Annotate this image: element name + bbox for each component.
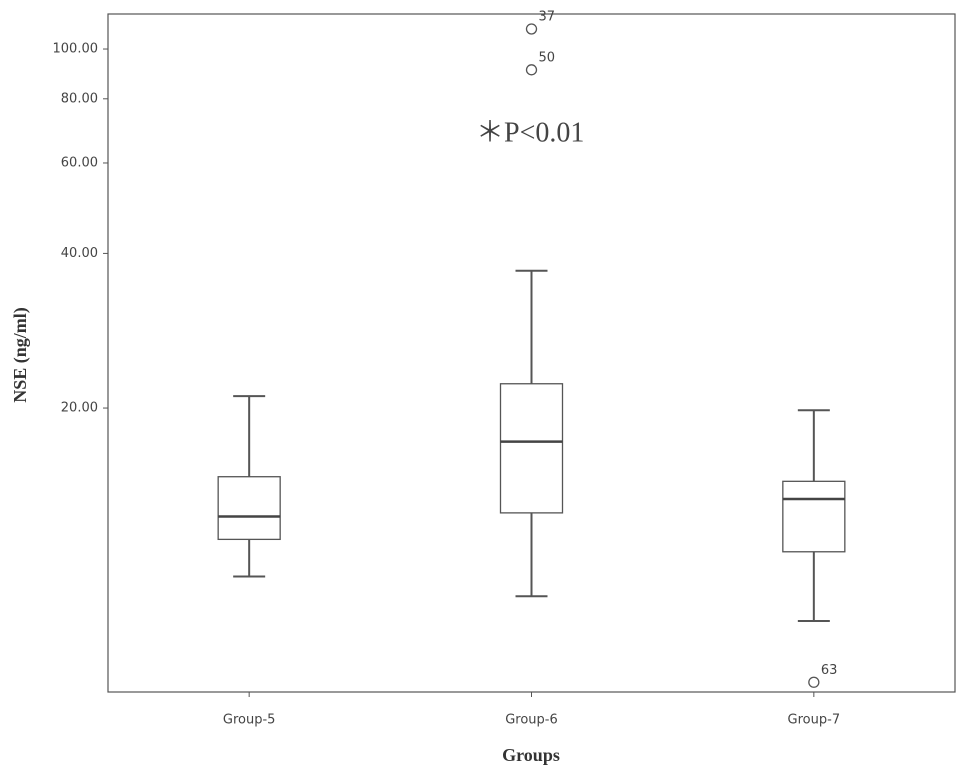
outlier-label: 63	[821, 663, 838, 678]
x-tick-label: Group-7	[788, 713, 841, 728]
y-tick-label: 60.00	[61, 155, 98, 170]
x-tick-label: Group-5	[223, 713, 276, 728]
x-tick-label: Group-6	[505, 713, 558, 728]
x-axis-title: Groups	[502, 745, 560, 765]
y-tick-label: 20.00	[61, 401, 98, 416]
y-tick-label: 100.00	[53, 42, 99, 57]
box	[499, 383, 564, 514]
outlier	[525, 64, 538, 76]
outlier-label: 37	[539, 9, 556, 24]
y-axis-title: NSE (ng/ml)	[10, 307, 31, 403]
outlier	[808, 676, 820, 688]
annotation: ＊P<0.01	[476, 117, 584, 148]
box	[782, 480, 846, 553]
y-tick-label: 40.00	[61, 246, 98, 261]
y-tick-label: 80.00	[61, 91, 98, 106]
box	[217, 476, 281, 541]
outlier-label: 50	[539, 50, 556, 65]
outlier	[525, 23, 538, 35]
